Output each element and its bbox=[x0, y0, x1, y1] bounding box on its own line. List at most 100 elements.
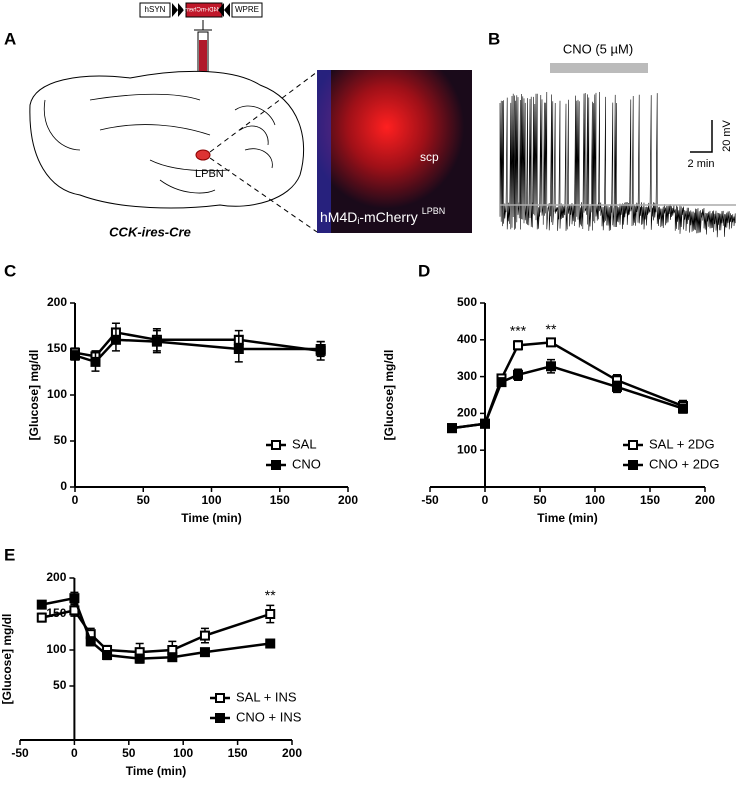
x-axis-title: Time (min) bbox=[537, 511, 597, 525]
data-point bbox=[265, 609, 276, 619]
y-tick-label: 200 bbox=[46, 570, 66, 584]
data-point bbox=[134, 653, 145, 664]
data-point bbox=[199, 647, 210, 658]
data-point bbox=[70, 350, 80, 361]
data-point bbox=[90, 356, 101, 367]
construct-box bbox=[139, 2, 171, 18]
data-point bbox=[315, 344, 326, 354]
y-tick-label: 400 bbox=[457, 332, 477, 346]
y-tick-label: 50 bbox=[53, 678, 67, 692]
syringe bbox=[199, 40, 207, 91]
zoom-line bbox=[209, 157, 318, 233]
data-point bbox=[513, 340, 523, 351]
panel-label: B bbox=[488, 29, 500, 48]
data-point bbox=[612, 381, 622, 392]
drug-bar bbox=[550, 63, 648, 73]
series-line bbox=[41, 596, 271, 660]
data-point bbox=[496, 377, 507, 388]
data-point bbox=[102, 650, 113, 661]
significance: *** bbox=[510, 323, 527, 339]
scale-label: 20 mV bbox=[721, 119, 733, 151]
legend-marker bbox=[628, 460, 638, 470]
x-tick-label: 150 bbox=[640, 493, 660, 507]
data-point bbox=[167, 652, 178, 663]
inset-label-part: hM4D bbox=[320, 209, 357, 225]
y-tick-label: 150 bbox=[47, 341, 67, 355]
inset-label: hM4Di-mCherry LPBN bbox=[320, 206, 445, 226]
y-axis-title: [Glucose] mg/dl bbox=[382, 350, 396, 441]
scale-label: 2 min bbox=[688, 158, 715, 170]
construct-text: WPRE bbox=[235, 5, 259, 14]
x-tick-label: 50 bbox=[122, 746, 136, 760]
panel-label: A bbox=[4, 29, 16, 48]
brain-outline bbox=[29, 70, 305, 209]
y-tick-label: 200 bbox=[47, 295, 67, 309]
data-point bbox=[546, 337, 556, 348]
significance: ** bbox=[546, 321, 557, 337]
data-point bbox=[36, 599, 47, 610]
y-tick-label: 0 bbox=[60, 479, 67, 493]
x-tick-label: 100 bbox=[585, 493, 605, 507]
x-tick-label: 50 bbox=[533, 493, 547, 507]
y-tick-label: 200 bbox=[457, 406, 477, 420]
x-tick-label: -50 bbox=[11, 746, 29, 760]
legend-marker bbox=[628, 440, 638, 450]
legend-marker bbox=[271, 440, 281, 450]
significance: ** bbox=[265, 587, 276, 603]
x-tick-label: 100 bbox=[173, 746, 193, 760]
legend-label: CNO + INS bbox=[236, 709, 302, 724]
histology-image bbox=[317, 70, 472, 233]
x-tick-label: 0 bbox=[71, 746, 78, 760]
histology-image bbox=[317, 70, 331, 233]
x-tick-label: 200 bbox=[338, 493, 358, 507]
data-point bbox=[36, 612, 47, 623]
voltage-trace bbox=[499, 91, 736, 238]
panel-label: E bbox=[4, 545, 15, 564]
region-label: LPBN bbox=[195, 168, 224, 180]
x-tick-label: -50 bbox=[421, 493, 439, 507]
x-axis-title: Time (min) bbox=[181, 511, 241, 525]
data-point bbox=[265, 638, 276, 649]
data-point bbox=[447, 423, 457, 434]
legend-label: SAL bbox=[292, 436, 317, 451]
data-point bbox=[199, 630, 210, 641]
scale-bar bbox=[690, 120, 713, 153]
y-axis-title: [Glucose] mg/dl bbox=[27, 350, 41, 441]
inset-label-part: -mCherry bbox=[359, 209, 417, 225]
panel-b: CNO (5 µM) 20 mV 2 min bbox=[550, 41, 733, 170]
x-tick-label: 200 bbox=[695, 493, 715, 507]
legend-marker bbox=[215, 693, 225, 703]
loxp bbox=[172, 3, 184, 17]
construct-box bbox=[231, 2, 263, 18]
data-point bbox=[69, 593, 80, 604]
injection-site bbox=[195, 149, 211, 161]
y-tick-label: 500 bbox=[457, 295, 477, 309]
panel-label: D bbox=[418, 261, 430, 280]
data-point bbox=[546, 361, 556, 372]
x-tick-label: 0 bbox=[72, 493, 79, 507]
data-point bbox=[678, 403, 688, 414]
construct-text: hM4Di-mCherry bbox=[183, 8, 225, 14]
legend-label: SAL + INS bbox=[236, 689, 297, 704]
legend-marker bbox=[215, 713, 225, 723]
data-point bbox=[85, 636, 96, 647]
zoom-line bbox=[209, 71, 318, 153]
x-tick-label: 0 bbox=[482, 493, 489, 507]
x-tick-label: 150 bbox=[228, 746, 248, 760]
series-line bbox=[451, 341, 684, 430]
data-point bbox=[110, 334, 121, 345]
mouse-label: CCK-ires-Cre bbox=[109, 224, 191, 239]
data-point bbox=[480, 418, 490, 429]
panel-a: hSYN hM4Di-mCherry WPRE LPBN CCK-ires-Cr… bbox=[29, 2, 472, 239]
legend-marker bbox=[271, 460, 281, 470]
brain-detail bbox=[43, 93, 276, 194]
x-tick-label: 50 bbox=[137, 493, 151, 507]
data-point bbox=[151, 336, 162, 347]
inset-label-part: i bbox=[357, 216, 359, 226]
data-point bbox=[513, 369, 523, 380]
legend-label: CNO + 2DG bbox=[649, 456, 719, 471]
x-axis-title: Time (min) bbox=[126, 764, 186, 778]
x-tick-label: 100 bbox=[201, 493, 221, 507]
drug-label: CNO (5 µM) bbox=[563, 41, 633, 56]
